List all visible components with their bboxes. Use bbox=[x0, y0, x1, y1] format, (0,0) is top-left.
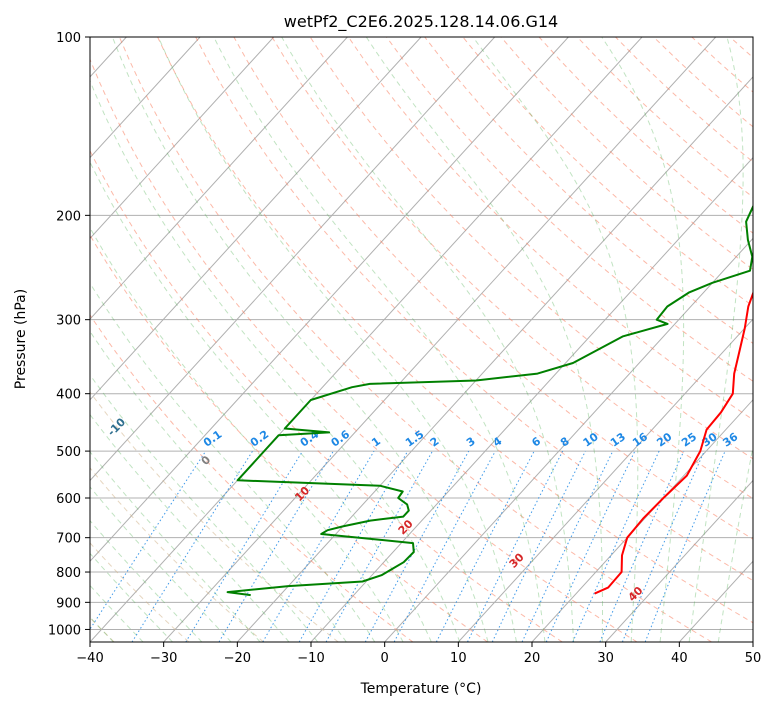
x-tick-label: −10 bbox=[297, 651, 324, 666]
mixing-ratio-line bbox=[644, 450, 726, 642]
dry-adiabat-line bbox=[90, 467, 264, 642]
y-tick-label: 100 bbox=[56, 31, 81, 46]
moist-adiabat-line bbox=[717, 444, 753, 642]
x-tick-label: 10 bbox=[450, 651, 467, 666]
isotherm-line bbox=[90, 37, 201, 159]
y-axis-title: Pressure (hPa) bbox=[13, 289, 29, 389]
x-tick-label: 40 bbox=[671, 651, 688, 666]
x-tick-label: −20 bbox=[224, 651, 251, 666]
plot-frame bbox=[89, 36, 754, 643]
isotherm-line bbox=[90, 37, 496, 482]
moist-adiabat-line bbox=[90, 413, 290, 642]
y-tick-label: 1000 bbox=[48, 623, 81, 638]
dry-adiabat-line bbox=[271, 37, 753, 500]
chart-title: wetPf2_C2E6.2025.128.14.06.G14 bbox=[284, 12, 558, 32]
y-tick-label: 800 bbox=[56, 566, 81, 581]
dry-adiabat-line bbox=[386, 37, 753, 382]
y-tick-label: 300 bbox=[56, 314, 81, 329]
dry-adiabat-line bbox=[347, 37, 753, 421]
dry-adiabat-line bbox=[90, 149, 563, 642]
isotherm-line bbox=[90, 37, 275, 240]
mixing-ratio-line bbox=[185, 450, 304, 642]
isotherm-line bbox=[605, 479, 753, 642]
y-tick-label: 700 bbox=[56, 532, 81, 547]
y-tick-label: 400 bbox=[56, 388, 81, 403]
dry-adiabat-line bbox=[195, 37, 753, 582]
isotherm-line bbox=[90, 37, 569, 563]
isotherm-line bbox=[90, 37, 422, 401]
isotherm-line bbox=[236, 76, 753, 642]
x-tick-label: 0 bbox=[381, 651, 389, 666]
dry-adiabat-line bbox=[90, 313, 414, 642]
dry-adiabat-line bbox=[157, 37, 753, 624]
x-tick-label: 20 bbox=[524, 651, 541, 666]
mixing-ratio-line bbox=[572, 450, 660, 642]
moist-adiabat-line bbox=[90, 226, 404, 642]
isotherm-line bbox=[457, 318, 753, 642]
moist-adiabat-line bbox=[90, 161, 432, 642]
axes-layer: −40 −30 −20 −10 0 10 20 30 40 50 100 200 300 400 500 60… bbox=[48, 31, 761, 666]
series-line-1 bbox=[594, 290, 753, 595]
moist-adiabat-line bbox=[90, 584, 144, 642]
moist-adiabat-line bbox=[90, 282, 376, 642]
mixing-ratio-line bbox=[90, 450, 207, 631]
moist-adiabat-line bbox=[688, 37, 744, 642]
mixing-ratio-line bbox=[599, 450, 685, 642]
y-tick-label: 200 bbox=[56, 209, 81, 224]
y-tick-label: 600 bbox=[56, 492, 81, 507]
moist-adiabat-line bbox=[281, 37, 575, 642]
x-tick-label: −30 bbox=[150, 651, 177, 666]
mixing-ratio-line bbox=[393, 450, 496, 642]
mixing-ratio-line bbox=[621, 450, 705, 642]
isotherm-line bbox=[90, 37, 348, 320]
series-layer bbox=[226, 204, 753, 597]
y-tick-label: 900 bbox=[56, 596, 81, 611]
mixing-ratio-line bbox=[364, 450, 470, 642]
x-tick-label: −40 bbox=[76, 651, 103, 666]
moist-adiabat-line bbox=[90, 450, 261, 642]
moist-adiabat-line bbox=[111, 37, 489, 642]
y-tick-label: 500 bbox=[56, 445, 81, 460]
x-tick-label: 50 bbox=[745, 651, 762, 666]
moist-adiabat-line bbox=[90, 519, 203, 642]
isotherm-line bbox=[531, 399, 753, 642]
dry-adiabat-line bbox=[233, 37, 753, 540]
x-tick-label: 30 bbox=[597, 651, 614, 666]
isotherm-line bbox=[384, 237, 753, 642]
moist-adiabat-line bbox=[365, 37, 603, 642]
isotherm-line bbox=[163, 37, 717, 642]
x-axis-title: Temperature (°C) bbox=[360, 681, 482, 697]
mixing-ratio-line bbox=[325, 450, 433, 642]
isotherm-line bbox=[90, 37, 643, 642]
moist-adiabat-line bbox=[90, 374, 319, 642]
moist-adiabat-line bbox=[90, 79, 461, 642]
moist-adiabat-line bbox=[90, 552, 173, 642]
dry-adiabat-line bbox=[90, 234, 488, 642]
mixing-ratio-line bbox=[467, 450, 564, 642]
moist-adiabat-line bbox=[157, 37, 517, 642]
mixing-ratio-line bbox=[131, 450, 254, 642]
moist-adiabat-line bbox=[472, 37, 639, 642]
series-line-2 bbox=[226, 204, 753, 597]
